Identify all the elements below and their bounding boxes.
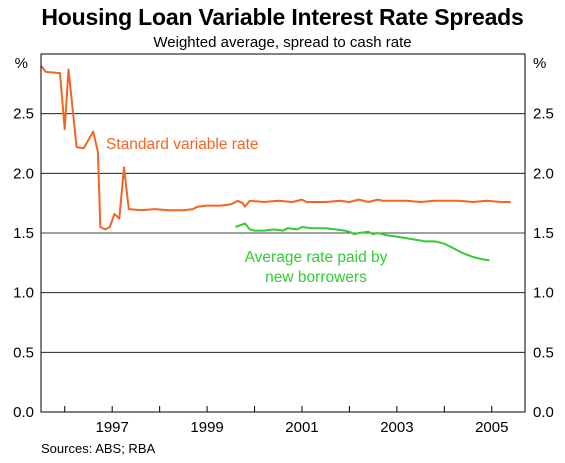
y-tick-label-right: 1.5: [533, 225, 554, 242]
y-tick-label-left: 1.5: [13, 225, 34, 242]
x-tick-label: 2005: [475, 419, 508, 436]
y-tick-label-left: 2.5: [13, 106, 34, 123]
x-tick-label: 1999: [190, 419, 223, 436]
y-tick-label-right: 0.0: [533, 404, 554, 421]
y-unit-right: %: [533, 55, 546, 72]
series-line-new-borrowers: [235, 222, 490, 262]
annotation-new-borrowers-line1: Average rate paid by: [245, 249, 388, 266]
x-tick-label: 2001: [285, 419, 318, 436]
y-tick-label-left: 0.5: [13, 344, 34, 361]
source-note: Sources: ABS; RBA: [41, 441, 156, 456]
y-tick-label-left: 2.0: [13, 165, 34, 182]
y-tick-label-left: 0.0: [13, 404, 34, 421]
plot-frame: [40, 53, 526, 413]
x-tick-label: 2003: [380, 419, 413, 436]
series-line-standard-variable: [40, 65, 511, 231]
annotation-new-borrowers-line2: new borrowers: [265, 269, 367, 286]
series-lines: [40, 65, 511, 262]
y-unit-left: %: [15, 55, 28, 72]
y-axis-left: 0.0 0.5 1.0 1.5 2.0 2.5: [13, 106, 34, 421]
annotations: Standard variable rate Average rate paid …: [106, 136, 388, 286]
y-tick-label-right: 2.5: [533, 106, 554, 123]
y-tick-label-right: 1.0: [533, 285, 554, 302]
annotation-standard-variable: Standard variable rate: [106, 136, 259, 153]
y-tick-label-left: 1.0: [13, 285, 34, 302]
x-axis: 1997 1999 2001 2003 2005: [64, 406, 508, 436]
chart-subtitle: Weighted average, spread to cash rate: [153, 34, 412, 51]
y-tick-label-right: 2.0: [533, 165, 554, 182]
chart-title: Housing Loan Variable Interest Rate Spre…: [41, 4, 524, 30]
y-axis-right: 0.0 0.5 1.0 1.5 2.0 2.5: [533, 106, 554, 421]
x-tick-label: 1997: [95, 419, 128, 436]
y-tick-label-right: 0.5: [533, 344, 554, 361]
gridlines: [41, 113, 525, 353]
